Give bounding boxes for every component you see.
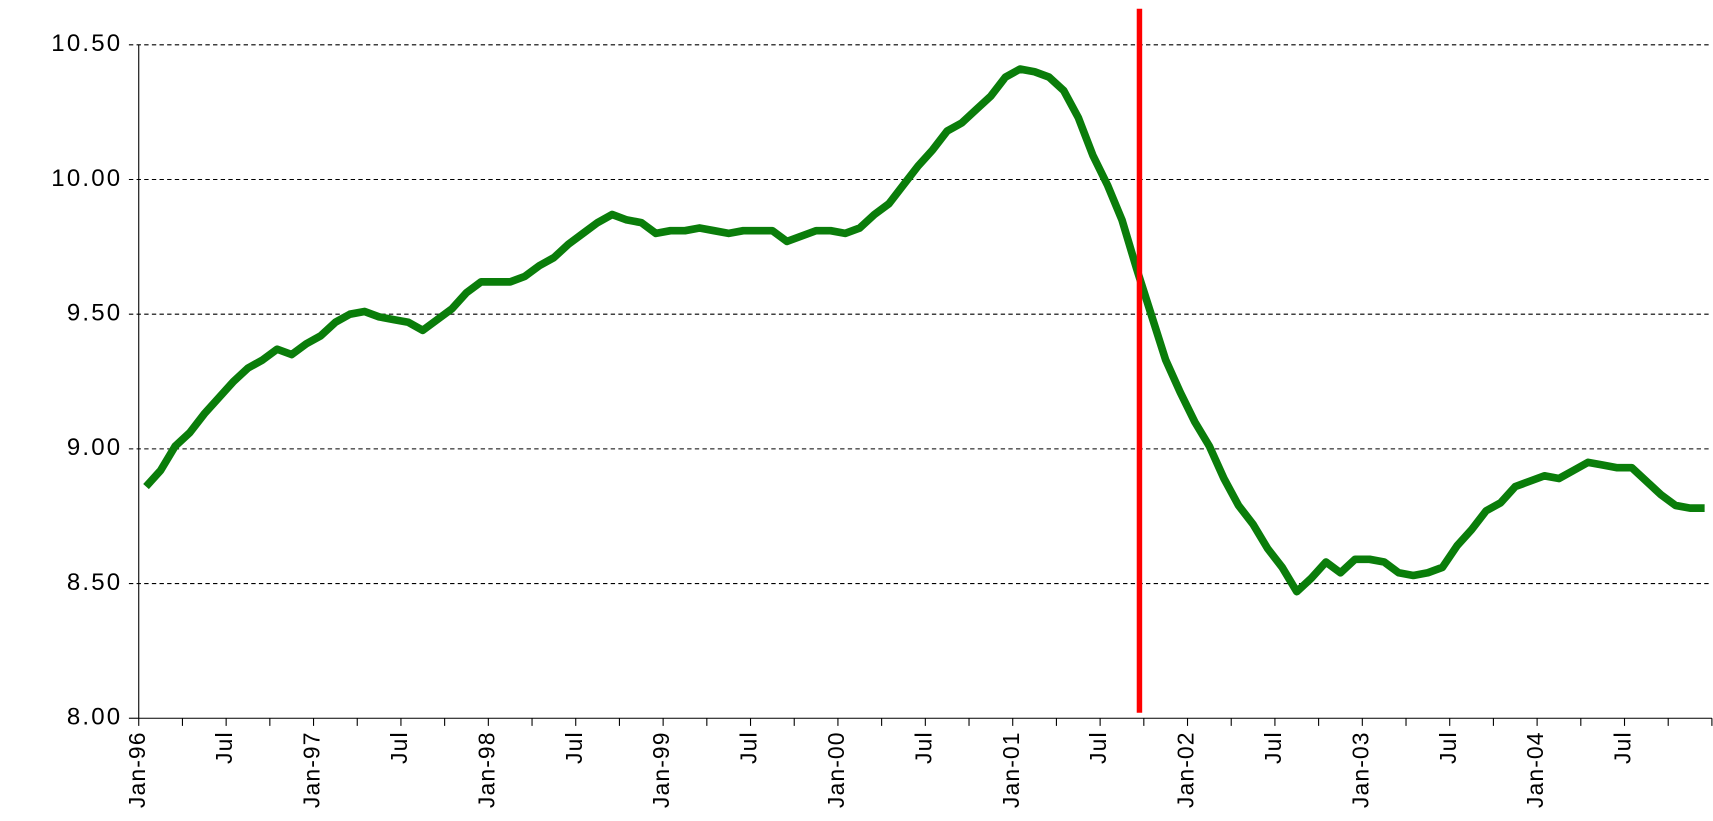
y-tick-label: 8.00: [67, 704, 122, 731]
y-tick-label: 9.50: [67, 300, 122, 327]
x-tick-label: Jul: [1435, 731, 1461, 764]
x-tick-label: Jul: [736, 731, 762, 764]
x-tick-label: Jan-96: [124, 731, 150, 808]
x-tick-label: Jan-00: [823, 731, 849, 808]
x-tick-label: Jan-98: [473, 731, 499, 808]
x-tick-label: Jul: [561, 731, 587, 764]
x-tick-label: Jan-97: [299, 731, 325, 808]
x-tick-label: Jan-99: [648, 731, 674, 808]
x-tick-label: Jan-02: [1173, 731, 1199, 808]
x-tick-label: Jul: [910, 731, 936, 764]
x-tick-label: Jul: [1085, 731, 1111, 764]
y-tick-label: 10.00: [51, 165, 122, 192]
y-tick-label: 10.50: [51, 30, 122, 57]
x-tick-label: Jul: [1260, 731, 1286, 764]
y-tick-label: 8.50: [67, 569, 122, 596]
x-tick-label: Jan-04: [1522, 731, 1548, 808]
x-tick-label: Jul: [386, 731, 412, 764]
x-tick-label: Jan-03: [1347, 731, 1373, 808]
x-tick-label: Jul: [1610, 731, 1636, 764]
y-tick-label: 9.00: [67, 434, 122, 461]
x-tick-label: Jul: [211, 731, 237, 764]
line-series: [143, 65, 1705, 596]
x-tick-label: Jan-01: [998, 731, 1024, 808]
